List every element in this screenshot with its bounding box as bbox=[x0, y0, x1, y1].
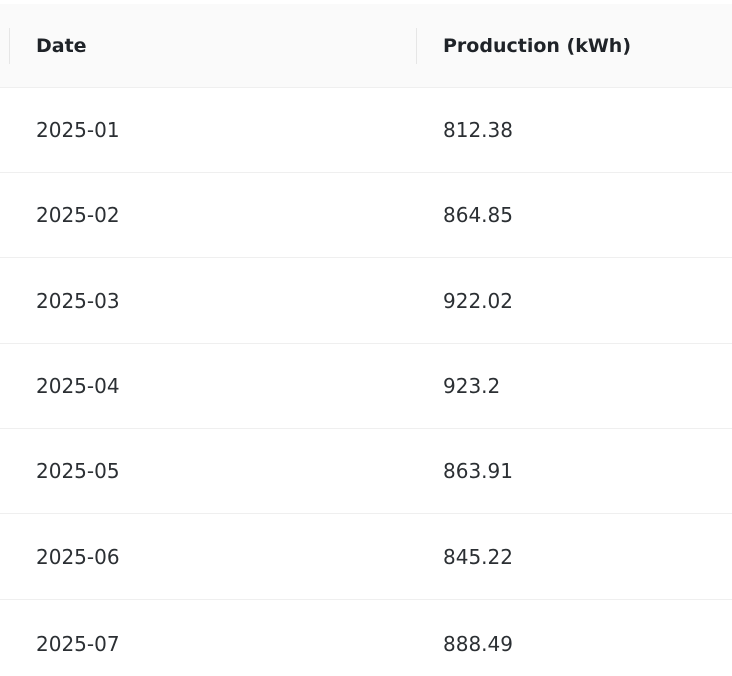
production-cell: 923.2 bbox=[443, 374, 501, 398]
column-header-production[interactable]: Production (kWh) bbox=[443, 35, 632, 57]
production-cell: 812.38 bbox=[443, 118, 513, 142]
production-cell: 922.02 bbox=[443, 289, 513, 313]
production-cell: 845.22 bbox=[443, 545, 513, 569]
table-row[interactable]: 2025-06 845.22 bbox=[0, 515, 732, 600]
column-header-date[interactable]: Date bbox=[36, 35, 87, 57]
date-cell: 2025-05 bbox=[36, 459, 120, 483]
date-cell: 2025-07 bbox=[36, 632, 120, 656]
date-cell: 2025-02 bbox=[36, 203, 120, 227]
table-row[interactable]: 2025-07 888.49 bbox=[0, 600, 732, 676]
table-row[interactable]: 2025-03 922.02 bbox=[0, 259, 732, 344]
date-cell: 2025-06 bbox=[36, 545, 120, 569]
table-header-row: Date Production (kWh) bbox=[0, 4, 732, 88]
table-row[interactable]: 2025-01 812.38 bbox=[0, 88, 732, 173]
date-cell: 2025-03 bbox=[36, 289, 120, 313]
table-row[interactable]: 2025-04 923.2 bbox=[0, 344, 732, 429]
date-cell: 2025-01 bbox=[36, 118, 120, 142]
table-row[interactable]: 2025-05 863.91 bbox=[0, 429, 732, 514]
date-cell: 2025-04 bbox=[36, 374, 120, 398]
production-cell: 863.91 bbox=[443, 459, 513, 483]
production-cell: 888.49 bbox=[443, 632, 513, 656]
column-resize-handle[interactable] bbox=[9, 28, 10, 64]
column-resize-handle[interactable] bbox=[416, 28, 417, 64]
production-cell: 864.85 bbox=[443, 203, 513, 227]
table-row[interactable]: 2025-02 864.85 bbox=[0, 173, 732, 258]
